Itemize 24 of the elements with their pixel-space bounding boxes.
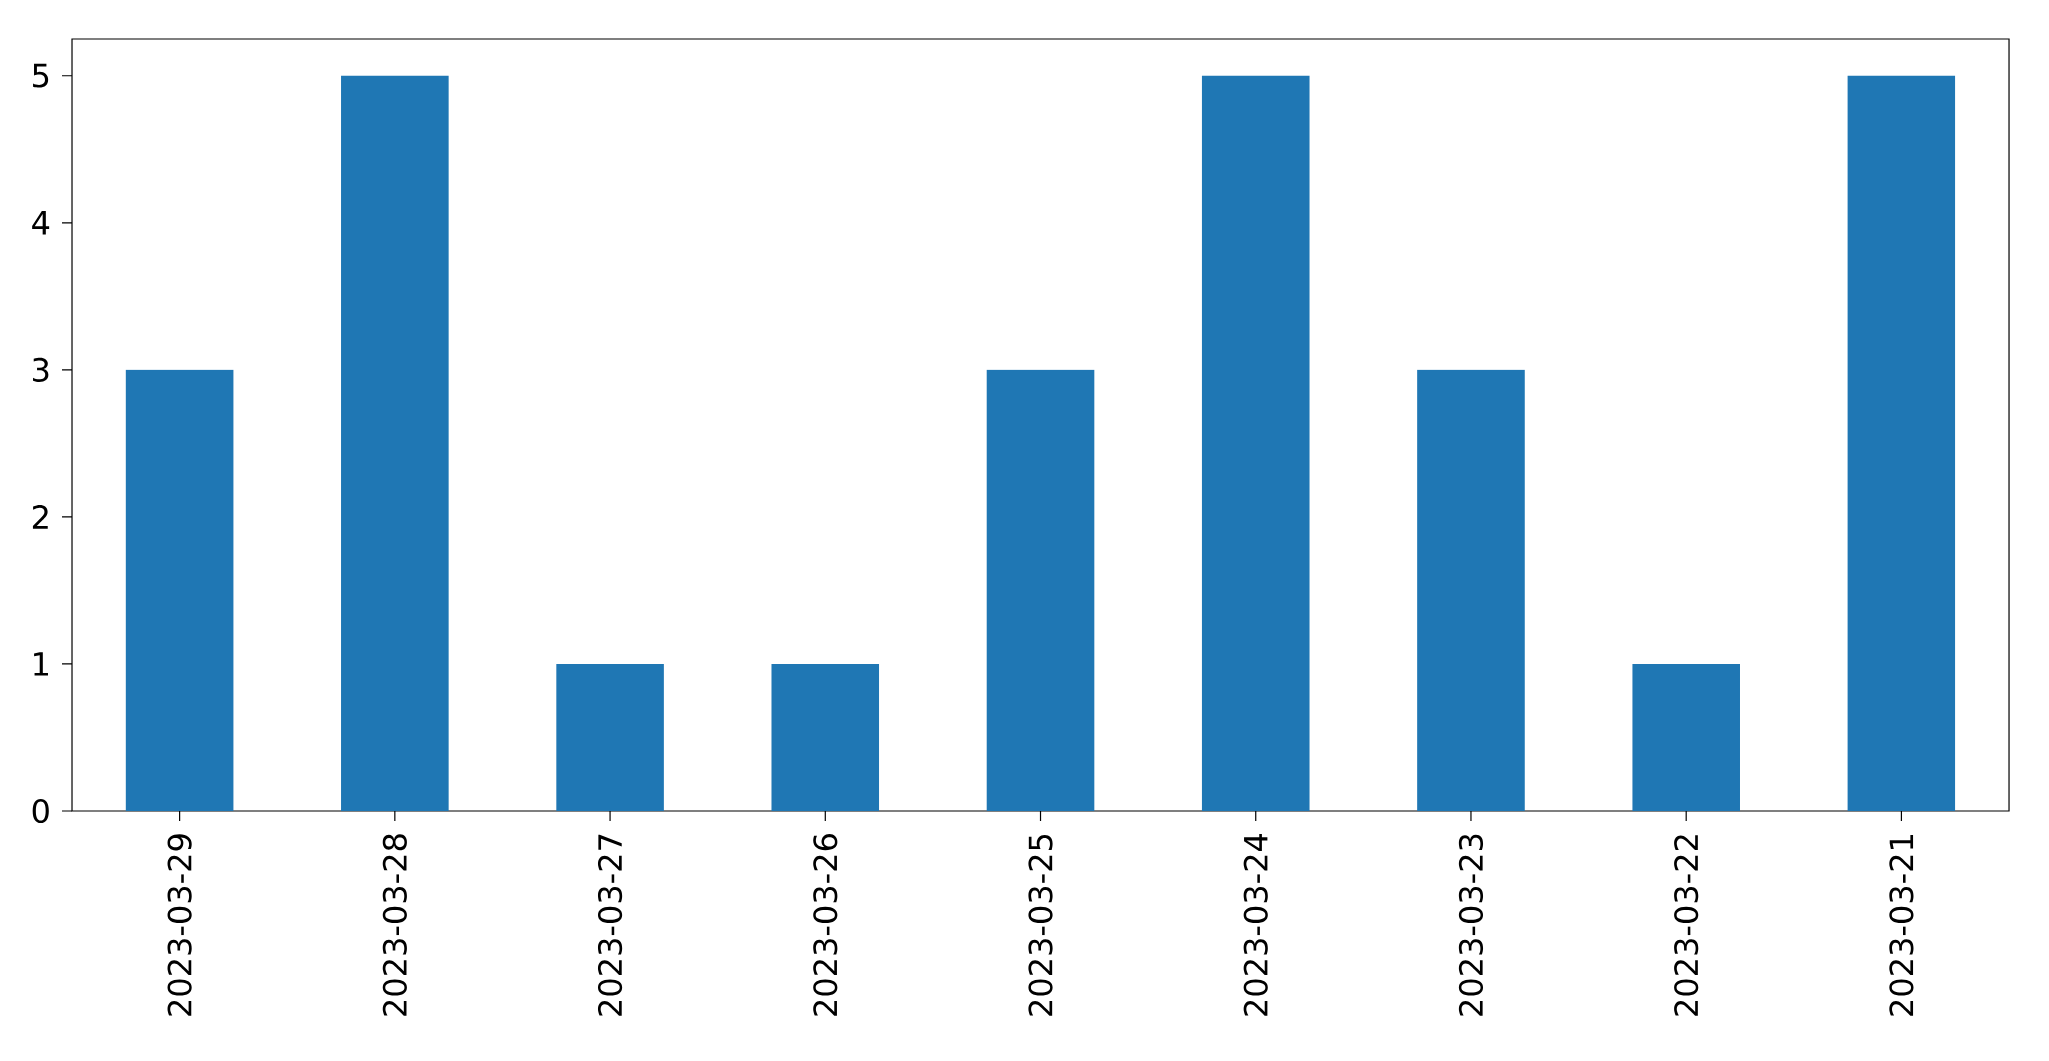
bar [1417,369,1525,811]
bar [771,663,880,811]
bar [125,369,234,811]
x-tick-label: 2023-03-29 [167,834,192,1016]
x-tick-label: 2023-03-22 [1674,835,1699,1016]
x-tick-label: 2023-03-25 [1028,834,1053,1016]
y-tick-label: 1 [34,652,48,676]
x-tick-label: 2023-03-23 [1458,834,1484,1016]
y-tick-label: 4 [32,211,50,235]
bar [986,369,1095,811]
x-tick-label: 2023-03-21 [1889,835,1914,1016]
bar [1847,75,1956,811]
bar [1201,75,1310,811]
x-tick-label: 2023-03-24 [1243,833,1268,1016]
bar [556,663,664,811]
y-tick-label: 3 [33,357,49,382]
x-tick-label: 2023-03-28 [382,834,407,1016]
y-tick-label: 2 [32,505,48,529]
bar [1632,663,1740,811]
y-tick-label: 0 [32,798,49,824]
x-tick-label: 2023-03-27 [597,834,623,1016]
bar [341,75,449,811]
x-tick-label: 2023-03-26 [813,834,838,1016]
y-tick-label: 5 [33,63,49,88]
